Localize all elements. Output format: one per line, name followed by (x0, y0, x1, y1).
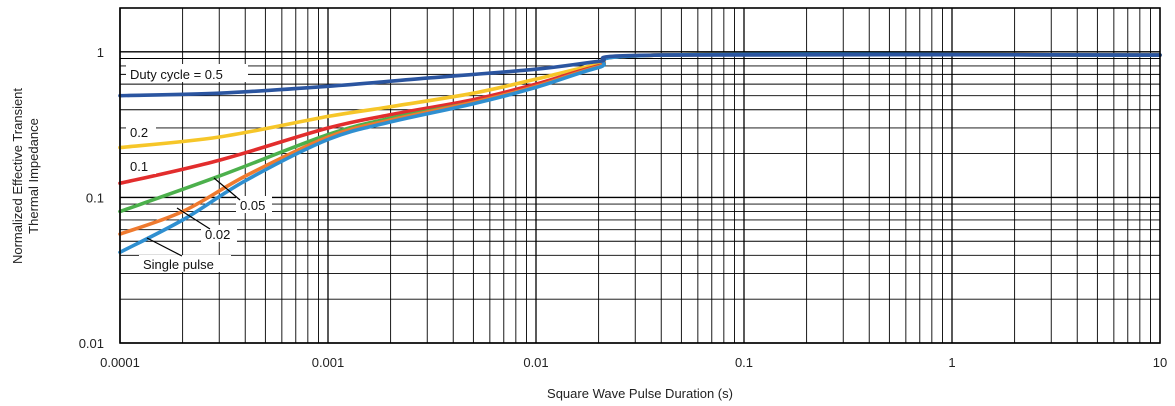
series-annotation: Duty cycle = 0.5 (130, 67, 223, 82)
x-tick-label: 10 (1153, 355, 1167, 370)
annotation-leader (176, 207, 211, 230)
x-tick-label: 0.001 (312, 355, 345, 370)
annotation-box (201, 225, 237, 242)
series-annotation: 0.2 (130, 125, 148, 140)
series-annotation: 0.1 (130, 159, 148, 174)
tick-labels: 0.0001 0.001 0.01 0.1 1 10 0.01 0.1 1 (79, 45, 1168, 370)
y-tick-label: 1 (97, 45, 104, 60)
annotations: Duty cycle = 0.5 0.2 0.1 0.05 0.02 Single pul… (126, 64, 272, 272)
annotation-leader (146, 237, 183, 257)
series-annotation: Single pulse (143, 257, 214, 272)
y-tick-label: 0.01 (79, 336, 104, 351)
plot-frame (119, 7, 1161, 344)
series-line-duty-cycle-0-5 (118, 52, 1162, 98)
x-tick-label: 0.0001 (100, 355, 140, 370)
y-tick-label: 0.1 (86, 190, 104, 205)
x-tick-label: 0.1 (735, 355, 753, 370)
x-axis-label: Square Wave Pulse Duration (s) (547, 386, 733, 401)
annotation-box (126, 123, 156, 140)
x-tick-label: 0.01 (523, 355, 548, 370)
y-axis-label-line1: Normalized Effective Transient (10, 88, 25, 264)
curves (118, 52, 1162, 255)
annotation-box (126, 64, 248, 82)
series-annotation: 0.02 (205, 227, 230, 242)
series-annotation: 0.05 (240, 198, 265, 213)
y-axis-label-line2: Thermal Impedance (26, 118, 41, 234)
grid (119, 7, 1160, 344)
annotation-box (139, 255, 231, 272)
annotation-leader (213, 177, 241, 201)
annotation-box (126, 157, 156, 174)
annotation-box (236, 196, 272, 213)
x-tick-label: 1 (948, 355, 955, 370)
